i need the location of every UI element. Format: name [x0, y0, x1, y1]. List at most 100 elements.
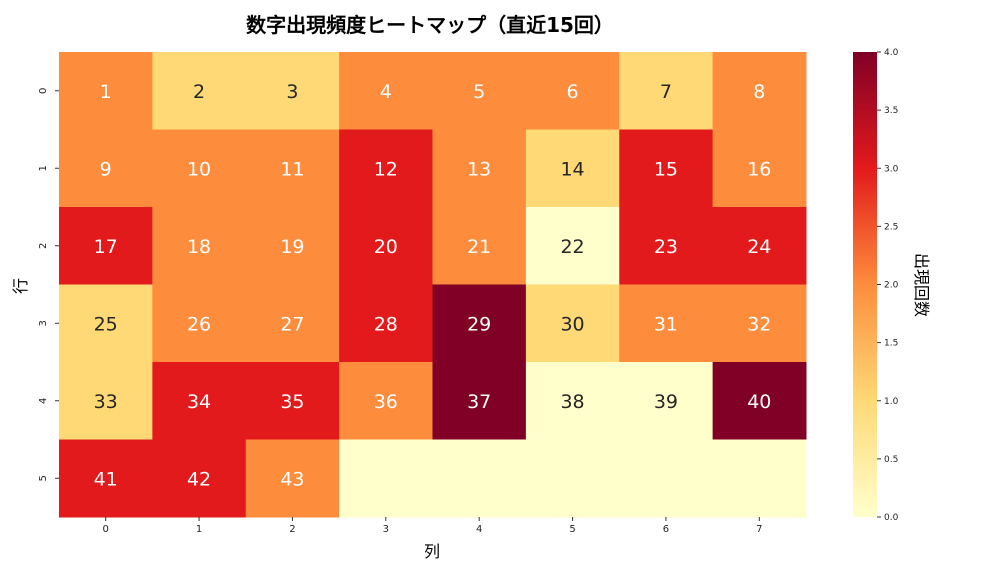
cell-label: 43 — [280, 468, 304, 490]
colorbar-tick-label: 3.5 — [884, 106, 898, 116]
cell-label: 22 — [560, 236, 584, 258]
cell-label: 20 — [374, 236, 398, 258]
y-tick-label: 2 — [38, 243, 49, 249]
heatmap-cell — [245, 362, 340, 440]
cell-label: 25 — [94, 313, 118, 335]
y-tick-label: 5 — [38, 475, 49, 481]
colorbar-tick-label: 0.0 — [884, 513, 899, 523]
heatmap-cell — [525, 439, 620, 518]
heatmap-cell — [712, 129, 807, 208]
heatmap-cell — [619, 207, 714, 285]
y-tick-label: 4 — [38, 398, 49, 404]
cell-label: 6 — [567, 81, 579, 103]
cell-label: 24 — [747, 236, 771, 258]
y-axis-ticks: 0 1 2 3 4 5 — [38, 88, 59, 481]
heatmap-cell — [712, 207, 807, 285]
heatmap-cell — [712, 52, 807, 130]
heatmap-cell — [525, 207, 620, 285]
cell-label: 18 — [187, 236, 211, 258]
heatmap-cell — [432, 129, 527, 208]
cell-label: 13 — [467, 158, 491, 180]
chart-title: 数字出現頻度ヒートマップ（直近15回） — [246, 13, 614, 37]
cell-label: 5 — [473, 81, 485, 103]
cell-label: 21 — [467, 236, 491, 258]
cell-label: 7 — [660, 81, 672, 103]
cell-label: 10 — [187, 158, 211, 180]
heatmap-cell — [619, 362, 714, 440]
x-axis-label: 列 — [424, 542, 440, 561]
heatmap-cell — [152, 284, 247, 363]
heatmap-cell — [339, 362, 433, 440]
cell-label: 38 — [560, 391, 584, 413]
heatmap-cell — [712, 362, 807, 440]
heatmap-cell — [339, 439, 433, 518]
cell-label: 41 — [94, 468, 118, 490]
heatmap-cell — [619, 52, 714, 130]
heatmap-cell — [245, 129, 340, 208]
heatmap-cell — [432, 362, 527, 440]
cell-label: 23 — [654, 236, 678, 258]
heatmap-cell — [432, 52, 527, 130]
cell-label: 36 — [374, 391, 398, 413]
heatmap-cell — [152, 129, 247, 208]
heatmap-cell — [712, 439, 807, 518]
x-tick-label: 4 — [476, 524, 482, 535]
colorbar-tick-label: 1.5 — [884, 339, 898, 349]
cell-label: 19 — [280, 236, 304, 258]
heatmap-cell — [152, 362, 247, 440]
cell-label: 27 — [280, 313, 304, 335]
cell-label: 11 — [280, 158, 304, 180]
heatmap-cell — [339, 129, 433, 208]
cell-label: 34 — [187, 391, 211, 413]
heatmap-cell — [152, 439, 247, 518]
x-tick-label: 3 — [383, 524, 389, 535]
cell-label: 12 — [374, 158, 398, 180]
cell-label: 8 — [753, 81, 765, 103]
x-tick-label: 5 — [569, 524, 575, 535]
heatmap-cell — [432, 207, 527, 285]
heatmap-cell — [525, 52, 620, 130]
y-tick-label: 1 — [38, 165, 49, 171]
colorbar-tick-label: 0.5 — [884, 455, 898, 465]
cell-label: 28 — [374, 313, 398, 335]
heatmap-cell — [59, 362, 153, 440]
heatmap-cell — [59, 439, 153, 518]
colorbar-tick-label: 3.0 — [884, 164, 899, 174]
cell-label: 42 — [187, 468, 211, 490]
colorbar-tick-label: 2.5 — [884, 222, 898, 232]
heatmap-cell — [245, 207, 340, 285]
heatmap-cell — [59, 129, 153, 208]
heatmap-cell — [152, 52, 247, 130]
cell-label: 1 — [100, 81, 112, 103]
cell-label: 16 — [747, 158, 771, 180]
cell-label: 3 — [286, 81, 298, 103]
x-axis-ticks: 0 1 2 3 4 5 6 7 — [103, 517, 763, 535]
heatmap-cell — [712, 284, 807, 363]
cell-label: 35 — [280, 391, 304, 413]
y-axis-label: 行 — [11, 278, 30, 294]
colorbar-tick-label: 1.0 — [884, 397, 899, 407]
heatmap-cell — [339, 52, 433, 130]
heatmap-cell — [245, 439, 340, 518]
heatmap-cell — [619, 129, 714, 208]
colorbar-tick-label: 2.0 — [884, 281, 899, 291]
heatmap-cell — [339, 207, 433, 285]
heatmap-cell — [619, 439, 714, 518]
colorbar-ticks: 0.0 0.5 1.0 1.5 2.0 2.5 3.0 3.5 4.0 — [877, 48, 899, 523]
cell-label: 4 — [380, 81, 392, 103]
heatmap-cell — [525, 129, 620, 208]
cell-label: 32 — [747, 313, 771, 335]
cell-label: 17 — [94, 236, 118, 258]
cell-label: 30 — [560, 313, 584, 335]
heatmap-cell — [432, 284, 527, 363]
heatmap-cell — [245, 52, 340, 130]
x-tick-label: 0 — [103, 524, 109, 535]
cell-label: 15 — [654, 158, 678, 180]
x-tick-label: 6 — [663, 524, 669, 535]
x-tick-label: 1 — [196, 524, 202, 535]
y-tick-label: 3 — [38, 320, 49, 326]
heatmap-cell — [59, 284, 153, 363]
cell-label: 40 — [747, 391, 771, 413]
